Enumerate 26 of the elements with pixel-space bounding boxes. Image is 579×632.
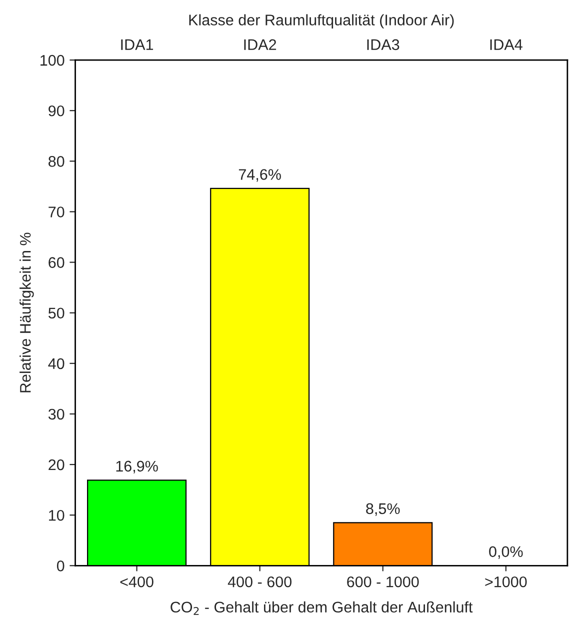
y-tick-label: 90: [48, 105, 64, 116]
data-label: 8,5%: [366, 503, 400, 516]
text: IDA4: [490, 39, 522, 50]
x-tick-label: >1000: [485, 576, 527, 588]
y-tick-label: 100: [40, 54, 64, 66]
text: IDA3: [367, 39, 400, 50]
y-tick-label: 50: [48, 308, 64, 319]
y-axis-title: Relative Häufigkeit in %: [20, 232, 34, 392]
y-tick-label: 30: [48, 408, 64, 420]
y-tick-label: 80: [48, 156, 64, 167]
y-tick-label: 40: [48, 358, 64, 370]
x-tick-label: 400 - 600: [228, 576, 292, 588]
y-tick-label: 0: [56, 560, 64, 572]
text: IDA1: [121, 39, 154, 50]
y-tick-label: 70: [48, 206, 64, 218]
x-axis-title: CO$_{2}$ - Gehalt über dem Gehalt der Außenluft: [170, 601, 473, 615]
data-label: 74,6%: [238, 169, 281, 182]
y-tick-label: 10: [49, 510, 64, 521]
y-tick-label: 60: [48, 257, 64, 268]
data-label: 16,9%: [116, 460, 158, 474]
x-tick-label: 600 - 1000: [347, 576, 419, 588]
text: IDA2: [244, 39, 276, 50]
y-tick-label: 20: [48, 459, 64, 470]
data-label: 0,0%: [489, 546, 523, 559]
x-tick-label: <400: [120, 576, 154, 588]
x2-axis-title: Klasse der Raumluftqualität (Indoor Air): [189, 14, 454, 28]
